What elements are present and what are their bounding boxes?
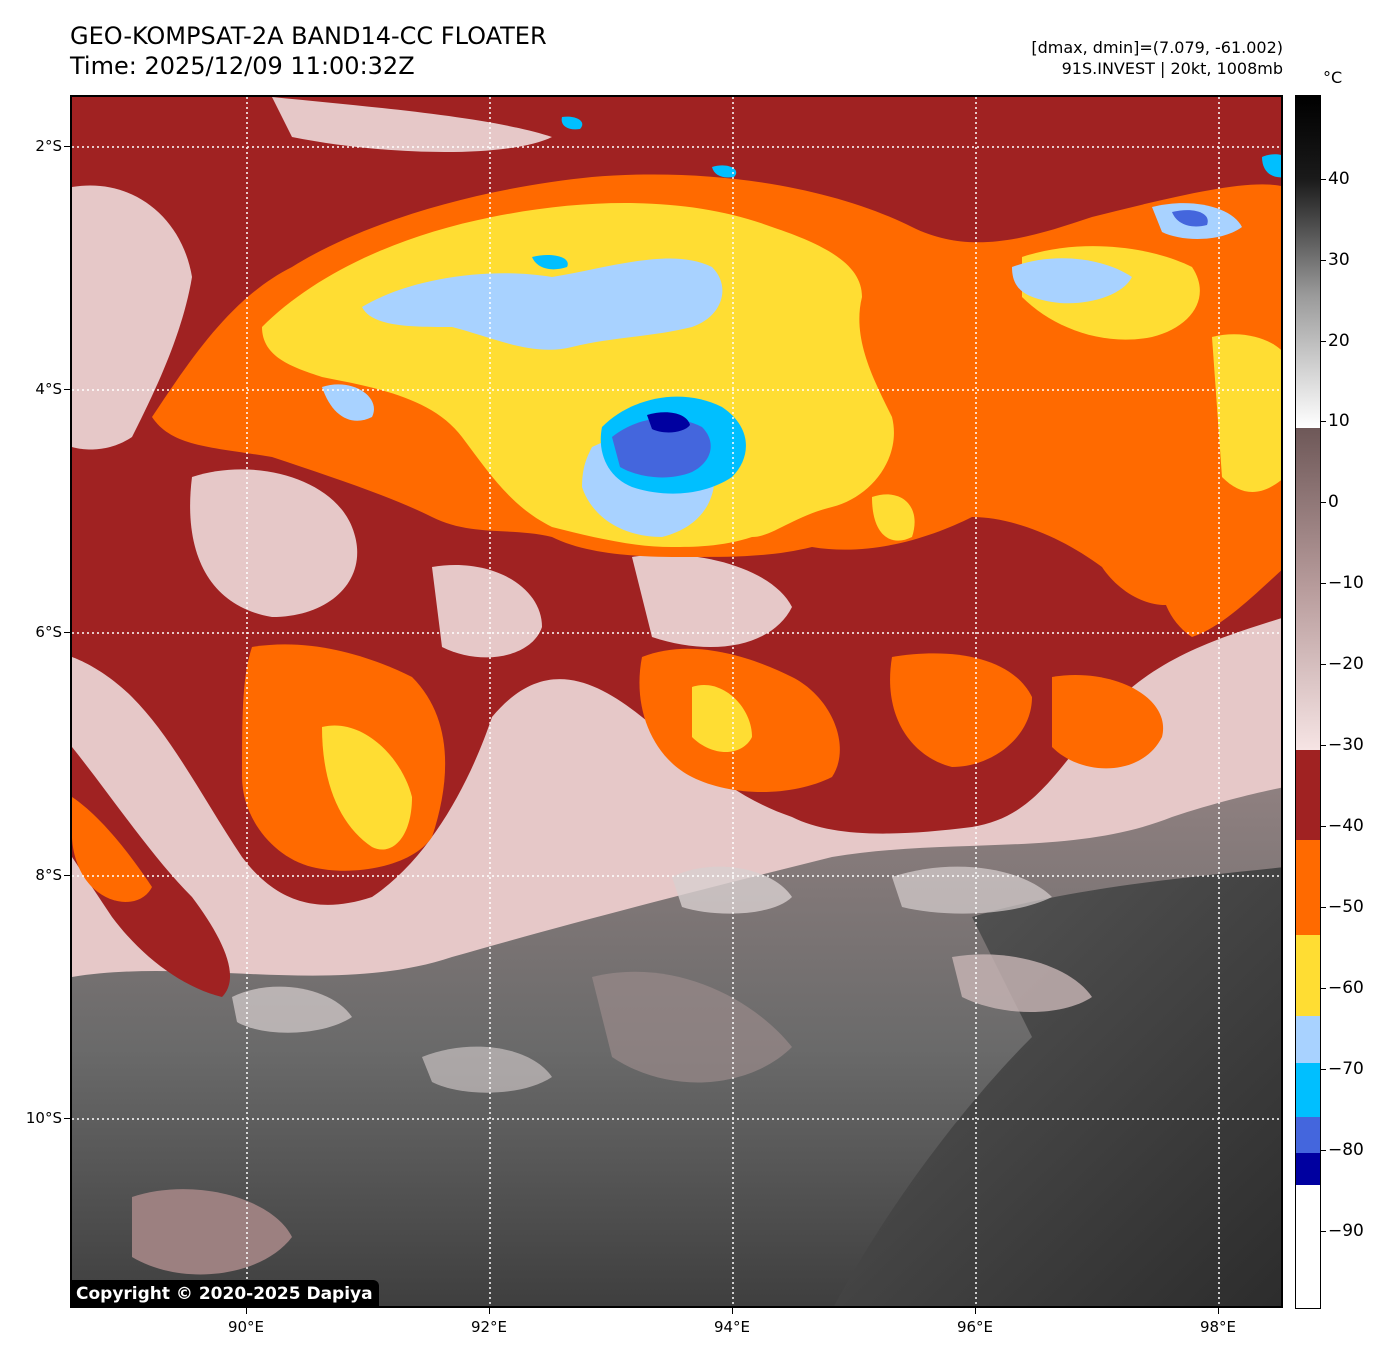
colorbar-label: −90 bbox=[1328, 1221, 1364, 1241]
colorbar-coldest-band bbox=[1296, 1185, 1320, 1308]
lat-tick bbox=[64, 632, 70, 633]
colorbar-scale bbox=[1296, 96, 1320, 1308]
colorbar-tick bbox=[1321, 1231, 1326, 1232]
colorbar-label: −70 bbox=[1328, 1059, 1364, 1079]
coldest-core bbox=[647, 412, 690, 433]
colorbar-gray-band bbox=[1296, 428, 1320, 750]
colorbar-tick bbox=[1321, 502, 1326, 503]
colorbar-navy-band bbox=[1296, 1153, 1320, 1185]
lon-label-94e: 94°E bbox=[713, 1318, 751, 1336]
lat-label-8s: 8°S bbox=[35, 866, 62, 884]
colorbar-label: −40 bbox=[1328, 816, 1364, 836]
colorbar-label: −30 bbox=[1328, 735, 1364, 755]
lat-tick bbox=[64, 389, 70, 390]
colorbar bbox=[1295, 95, 1321, 1309]
lon-label-90e: 90°E bbox=[227, 1318, 265, 1336]
colorbar-label: −60 bbox=[1328, 978, 1364, 998]
colorbar-label: 20 bbox=[1328, 331, 1350, 351]
lon-label-98e: 98°E bbox=[1199, 1318, 1237, 1336]
colorbar-tick bbox=[1321, 826, 1326, 827]
lon-tick bbox=[246, 1308, 247, 1314]
lon-tick bbox=[732, 1308, 733, 1314]
lon-label-96e: 96°E bbox=[956, 1318, 994, 1336]
colorbar-label: −20 bbox=[1328, 654, 1364, 674]
colorbar-orange-band bbox=[1296, 840, 1320, 935]
colorbar-label: 0 bbox=[1328, 492, 1339, 512]
lat-label-4s: 4°S bbox=[35, 380, 62, 398]
colorbar-label: −10 bbox=[1328, 573, 1364, 593]
lat-tick bbox=[64, 875, 70, 876]
satellite-imagery bbox=[72, 97, 1281, 1306]
colorbar-label: 40 bbox=[1328, 169, 1350, 189]
graticule bbox=[72, 97, 1281, 1306]
dark-clear-region bbox=[834, 867, 1281, 1306]
lat-label-6s: 6°S bbox=[35, 623, 62, 641]
colorbar-unit: °C bbox=[1323, 68, 1343, 87]
lat-label-2s: 2°S bbox=[35, 137, 62, 155]
colorbar-label: 10 bbox=[1328, 411, 1350, 431]
chart-title: GEO-KOMPSAT-2A BAND14-CC FLOATER bbox=[70, 22, 547, 50]
colorbar-tick bbox=[1321, 421, 1326, 422]
lon-tick bbox=[1218, 1308, 1219, 1314]
colorbar-yellow-band bbox=[1296, 935, 1320, 1016]
colorbar-tick bbox=[1321, 179, 1326, 180]
colorbar-tick bbox=[1321, 907, 1326, 908]
lat-label-10s: 10°S bbox=[25, 1109, 62, 1127]
colorbar-tick bbox=[1321, 1069, 1326, 1070]
colorbar-tick bbox=[1321, 745, 1326, 746]
lon-tick bbox=[489, 1308, 490, 1314]
colorbar-blue-band bbox=[1296, 1117, 1320, 1153]
colorbar-tick bbox=[1321, 260, 1326, 261]
colorbar-tick bbox=[1321, 664, 1326, 665]
satellite-image-map bbox=[70, 95, 1283, 1308]
colorbar-label: −80 bbox=[1328, 1140, 1364, 1160]
colorbar-tick bbox=[1321, 341, 1326, 342]
lat-tick bbox=[64, 146, 70, 147]
storm-info: 91S.INVEST | 20kt, 1008mb bbox=[1061, 59, 1283, 78]
colorbar-cyan-band bbox=[1296, 1063, 1320, 1117]
colorbar-lightblue-band bbox=[1296, 1016, 1320, 1063]
colorbar-label: −50 bbox=[1328, 897, 1364, 917]
lon-label-92e: 92°E bbox=[470, 1318, 508, 1336]
colorbar-tick bbox=[1321, 988, 1326, 989]
copyright-label: Copyright © 2020-2025 Dapiya bbox=[70, 1280, 379, 1308]
colorbar-tick bbox=[1321, 1150, 1326, 1151]
colorbar-red-band bbox=[1296, 750, 1320, 840]
lat-tick bbox=[64, 1118, 70, 1119]
lon-tick bbox=[975, 1308, 976, 1314]
timestamp: Time: 2025/12/09 11:00:32Z bbox=[70, 52, 415, 80]
data-range-info: [dmax, dmin]=(7.079, -61.002) bbox=[1031, 38, 1283, 57]
colorbar-warm-band bbox=[1296, 96, 1320, 428]
colorbar-tick bbox=[1321, 583, 1326, 584]
colorbar-label: 30 bbox=[1328, 250, 1350, 270]
light-blue-cloud-region bbox=[362, 258, 723, 350]
